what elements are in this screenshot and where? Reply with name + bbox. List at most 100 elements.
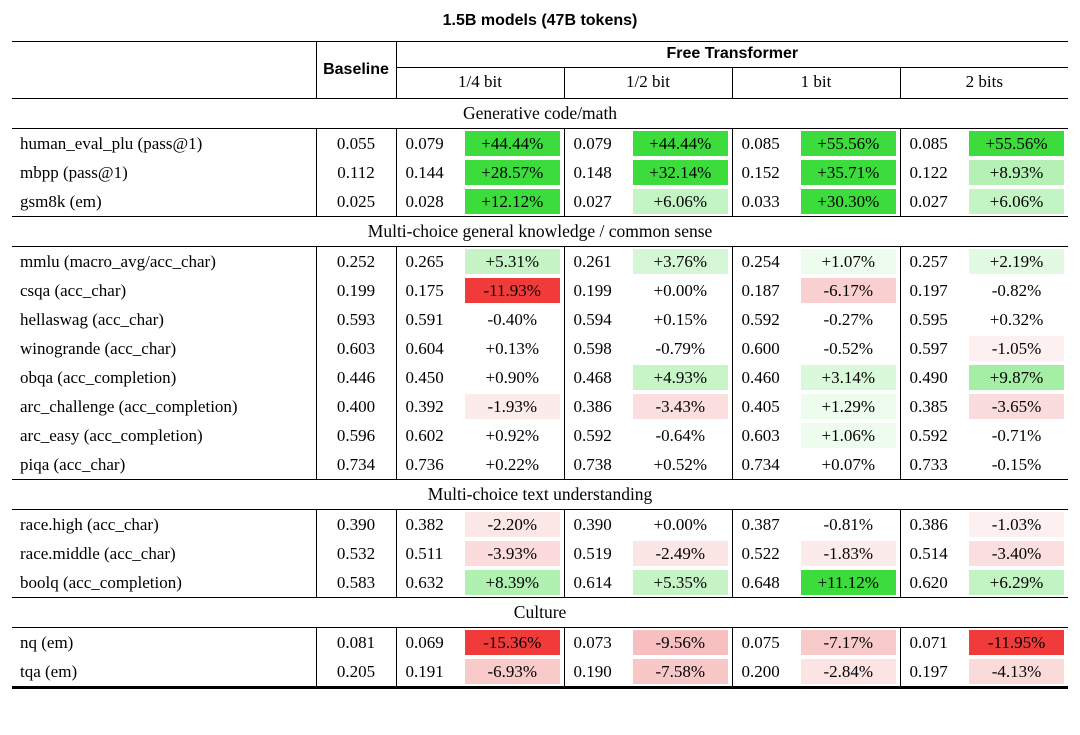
- delta-value: -0.81%: [801, 512, 896, 537]
- delta-value: -0.52%: [801, 336, 896, 361]
- delta-cell: -0.52%: [800, 334, 901, 363]
- baseline-value: 0.112: [316, 158, 397, 187]
- delta-value: +55.56%: [969, 131, 1065, 156]
- delta-cell: +4.93%: [632, 363, 733, 392]
- delta-cell: -0.40%: [464, 305, 565, 334]
- baseline-value: 0.446: [316, 363, 397, 392]
- table-row: arc_easy (acc_completion) 0.596 0.602 +0.92…: [12, 421, 1068, 450]
- metric-value: 0.736: [405, 454, 444, 474]
- delta-value: +11.12%: [801, 570, 896, 595]
- baseline-value: 0.596: [316, 421, 397, 450]
- metric-value: 0.592: [573, 425, 612, 445]
- delta-value: +0.90%: [465, 365, 560, 390]
- delta-value: +1.29%: [801, 394, 896, 419]
- delta-value: -3.40%: [969, 541, 1065, 566]
- delta-value: +0.13%: [465, 336, 560, 361]
- metric-value: 0.738: [573, 454, 612, 474]
- metric-value: 0.511: [405, 543, 444, 563]
- delta-cell: -9.56%: [632, 627, 733, 657]
- delta-cell: -11.95%: [968, 628, 1068, 658]
- metric-value: 0.387: [741, 514, 780, 534]
- delta-cell: -2.20%: [464, 509, 565, 539]
- delta-cell: -6.17%: [800, 276, 901, 305]
- metric-value: 0.071: [909, 632, 948, 652]
- variant-header-quarter-bit: 1/4 bit: [458, 72, 502, 91]
- metric-value: 0.254: [741, 251, 780, 271]
- table-row: boolq (acc_completion) 0.583 0.632 +8.39% 0.…: [12, 568, 1068, 598]
- delta-value: +9.87%: [969, 365, 1065, 390]
- delta-value: -3.93%: [465, 541, 560, 566]
- delta-cell: +0.15%: [632, 305, 733, 334]
- delta-value: +0.32%: [969, 307, 1065, 332]
- delta-cell: +8.93%: [968, 158, 1068, 187]
- delta-cell: -1.03%: [968, 510, 1068, 540]
- delta-value: +4.93%: [633, 365, 728, 390]
- delta-cell: -3.40%: [968, 539, 1068, 568]
- metric-value: 0.592: [909, 425, 948, 445]
- delta-value: +0.07%: [801, 452, 896, 477]
- baseline-value: 0.603: [316, 334, 397, 363]
- baseline-value: 0.205: [316, 657, 397, 688]
- delta-cell: -3.43%: [632, 392, 733, 421]
- delta-value: +0.00%: [633, 278, 728, 303]
- metric-value: 0.199: [573, 280, 612, 300]
- metric-value: 0.200: [741, 661, 780, 681]
- delta-value: -0.40%: [465, 307, 560, 332]
- delta-value: +0.15%: [633, 307, 728, 332]
- metric-value: 0.594: [573, 309, 612, 329]
- delta-cell: -7.58%: [632, 657, 733, 688]
- baseline-value: 0.583: [316, 568, 397, 598]
- delta-cell: +8.39%: [464, 568, 565, 598]
- delta-cell: +12.12%: [464, 187, 565, 217]
- delta-cell: +35.71%: [800, 158, 901, 187]
- header-row-variants: 1/4 bit 1/2 bit 1 bit 2 bits: [12, 67, 1069, 99]
- delta-cell: +9.87%: [968, 363, 1068, 392]
- metric-value: 0.257: [909, 251, 948, 271]
- metric-value: 0.604: [405, 338, 444, 358]
- delta-value: -1.03%: [969, 512, 1065, 537]
- delta-value: -3.65%: [969, 394, 1065, 419]
- benchmark-name: mbpp (pass@1): [12, 158, 317, 187]
- metric-value: 0.085: [741, 133, 780, 153]
- delta-value: -6.17%: [801, 278, 896, 303]
- delta-cell: +0.07%: [800, 450, 901, 480]
- table-row: nq (em) 0.081 0.069 -15.36% 0.073 -9.56% 0.075…: [12, 627, 1068, 658]
- metric-value: 0.075: [741, 632, 780, 652]
- metric-value: 0.261: [573, 251, 612, 271]
- variant-header-two-bits: 2 bits: [899, 67, 1069, 99]
- delta-value: -0.71%: [969, 423, 1065, 448]
- delta-cell: -1.05%: [968, 334, 1068, 363]
- baseline-value: 0.055: [316, 128, 397, 158]
- section-title: Multi-choice general knowledge / common …: [12, 216, 1069, 247]
- delta-value: -0.64%: [633, 423, 728, 448]
- delta-value: -7.58%: [633, 659, 728, 684]
- delta-cell: -4.13%: [968, 657, 1068, 688]
- delta-value: +2.19%: [969, 249, 1065, 274]
- delta-cell: -0.79%: [632, 334, 733, 363]
- delta-cell: +11.12%: [800, 568, 901, 598]
- metric-value: 0.592: [741, 309, 780, 329]
- delta-cell: +0.52%: [632, 450, 733, 480]
- delta-cell: -0.82%: [968, 276, 1068, 305]
- metric-value: 0.385: [909, 396, 948, 416]
- delta-cell: +32.14%: [632, 158, 733, 187]
- metric-value: 0.079: [405, 133, 444, 153]
- corner-cell: [12, 41, 317, 99]
- delta-cell: +0.32%: [968, 305, 1068, 334]
- delta-value: +28.57%: [465, 160, 560, 185]
- delta-value: -2.84%: [801, 659, 896, 684]
- delta-value: -1.05%: [969, 336, 1065, 361]
- section-title: Culture: [12, 597, 1069, 628]
- delta-cell: +30.30%: [800, 187, 901, 217]
- delta-value: +6.06%: [969, 189, 1065, 214]
- delta-value: +5.31%: [465, 249, 560, 274]
- delta-cell: +28.57%: [464, 158, 565, 187]
- table-row: csqa (acc_char) 0.199 0.175 -11.93% 0.199 +0.…: [12, 276, 1068, 305]
- delta-value: +6.29%: [969, 570, 1065, 595]
- delta-cell: -11.93%: [464, 276, 565, 305]
- benchmark-name: race.middle (acc_char): [12, 539, 317, 568]
- table-row: gsm8k (em) 0.025 0.028 +12.12% 0.027 +6.06% 0.…: [12, 187, 1068, 217]
- benchmark-name: mmlu (macro_avg/acc_char): [12, 246, 317, 276]
- delta-cell: -7.17%: [800, 627, 901, 657]
